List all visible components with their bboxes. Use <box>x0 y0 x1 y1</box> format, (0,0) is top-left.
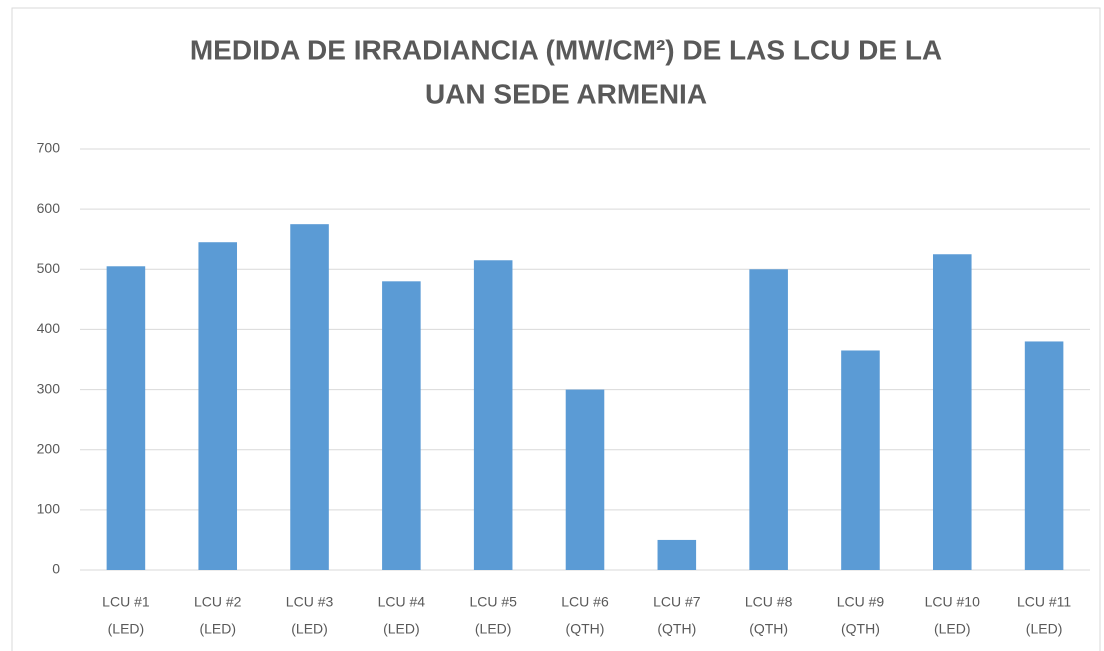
x-tick-label: LCU #9 <box>837 594 885 610</box>
chart-title: MEDIDA DE IRRADIANCIA (MW/CM²) DE LAS LC… <box>190 34 942 65</box>
x-tick-label: (LED) <box>934 621 971 637</box>
y-tick-label: 100 <box>37 501 61 517</box>
x-tick-label: (LED) <box>383 621 420 637</box>
y-tick-label: 700 <box>37 140 61 156</box>
x-tick-label: LCU #6 <box>561 594 609 610</box>
y-tick-label: 300 <box>37 380 61 396</box>
bar <box>565 389 605 570</box>
bar <box>198 242 238 570</box>
x-tick-label: (QTH) <box>566 621 605 637</box>
bar <box>749 269 788 570</box>
x-tick-label: LCU #1 <box>102 594 150 610</box>
x-tick-label: LCU #5 <box>469 594 517 610</box>
y-tick-label: 600 <box>37 200 61 216</box>
x-tick-label: LCU #8 <box>745 594 793 610</box>
bar <box>290 224 329 570</box>
bar <box>1024 341 1064 570</box>
y-tick-label: 500 <box>37 260 61 276</box>
x-tick-label: LCU #10 <box>925 594 980 610</box>
x-tick-label: (LED) <box>1026 621 1063 637</box>
chart-border <box>11 7 1101 651</box>
y-tick-label: 0 <box>52 561 60 577</box>
x-tick-label: (LED) <box>108 621 145 637</box>
chart-title: UAN SEDE ARMENIA <box>425 78 707 109</box>
x-tick-label: (LED) <box>199 621 236 637</box>
x-tick-label: LCU #2 <box>194 594 242 610</box>
bar <box>657 539 697 570</box>
x-tick-label: LCU #11 <box>1017 594 1071 610</box>
x-tick-label: LCU #4 <box>378 594 426 610</box>
bar <box>382 281 421 570</box>
x-tick-label: (LED) <box>475 621 512 637</box>
x-tick-label: (QTH) <box>657 621 696 637</box>
x-tick-label: LCU #7 <box>653 594 701 610</box>
bar <box>932 254 972 570</box>
x-tick-label: LCU #3 <box>286 594 334 610</box>
x-tick-label: (QTH) <box>749 621 788 637</box>
y-tick-label: 400 <box>37 320 61 336</box>
bar <box>106 266 146 570</box>
x-tick-label: (LED) <box>291 621 328 637</box>
bar <box>841 350 880 570</box>
y-tick-label: 200 <box>37 440 61 456</box>
x-tick-label: (QTH) <box>841 621 880 637</box>
bar <box>473 260 513 570</box>
